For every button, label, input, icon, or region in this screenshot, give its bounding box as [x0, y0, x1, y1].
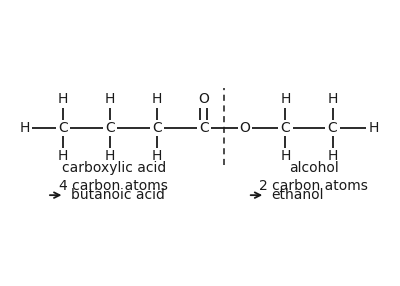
- Text: C: C: [281, 121, 290, 135]
- Text: O: O: [198, 92, 209, 106]
- Text: 4 carbon atoms: 4 carbon atoms: [59, 179, 168, 193]
- Text: O: O: [239, 121, 250, 135]
- Text: C: C: [105, 121, 115, 135]
- Text: alcohol: alcohol: [289, 162, 339, 176]
- Text: C: C: [199, 121, 209, 135]
- Text: H: H: [58, 149, 68, 163]
- Text: C: C: [58, 121, 68, 135]
- Text: H: H: [152, 92, 162, 106]
- Text: H: H: [152, 149, 162, 163]
- Text: H: H: [327, 92, 338, 106]
- Text: ethanol: ethanol: [271, 188, 324, 202]
- Text: H: H: [105, 92, 115, 106]
- Text: H: H: [105, 149, 115, 163]
- Text: H: H: [280, 92, 291, 106]
- Text: H: H: [20, 121, 30, 135]
- Text: H: H: [368, 121, 378, 135]
- Text: C: C: [152, 121, 162, 135]
- Text: H: H: [58, 92, 68, 106]
- Text: butanoic acid: butanoic acid: [70, 188, 164, 202]
- Text: H: H: [327, 149, 338, 163]
- Text: H: H: [280, 149, 291, 163]
- Text: C: C: [328, 121, 338, 135]
- Text: 2 carbon atoms: 2 carbon atoms: [259, 179, 368, 193]
- Text: carboxylic acid: carboxylic acid: [62, 162, 166, 176]
